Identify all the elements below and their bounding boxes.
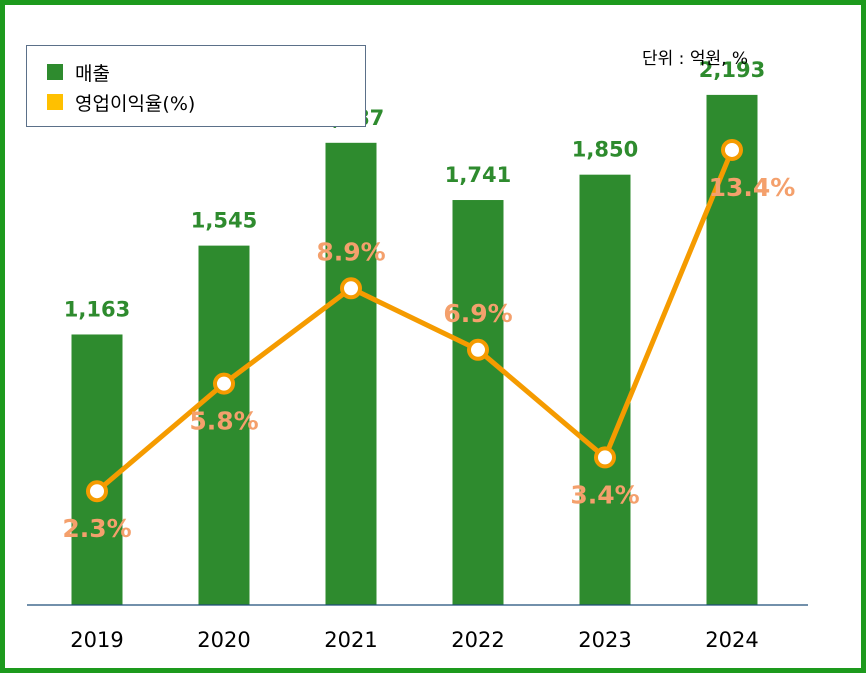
line-value-label-2022: 6.9% xyxy=(443,299,512,328)
line-value-label-2021: 8.9% xyxy=(316,237,385,266)
operating-margin-line xyxy=(95,148,735,494)
bar-value-label-2019: 1,163 xyxy=(64,297,130,321)
x-tick-label-2023: 2023 xyxy=(578,628,631,652)
line-marker-2020 xyxy=(213,372,235,395)
bar-2024 xyxy=(706,94,758,605)
line-marker-2019 xyxy=(86,480,108,503)
bar-2019 xyxy=(71,334,123,605)
bar-2021 xyxy=(325,142,377,605)
bar-2020 xyxy=(198,245,250,605)
legend-label-sales: 매출 xyxy=(75,62,110,85)
x-tick-label-2024: 2024 xyxy=(705,628,758,652)
x-tick-label-2021: 2021 xyxy=(324,628,377,652)
line-marker-2023 xyxy=(594,446,616,469)
bar-value-label-2022: 1,741 xyxy=(445,163,511,187)
x-tick-label-2019: 2019 xyxy=(70,628,123,652)
legend: 매출 영업이익율(%) xyxy=(26,45,366,127)
x-tick-label-2020: 2020 xyxy=(197,628,250,652)
legend-label-operating-margin: 영업이익율(%) xyxy=(75,92,196,115)
legend-item-sales: 매출 xyxy=(47,60,110,85)
bar-value-label-2024: 2,193 xyxy=(699,58,765,82)
line-value-label-2019: 2.3% xyxy=(62,514,131,543)
line-value-label-2024: 13.4% xyxy=(709,173,796,202)
x-tick-label-2022: 2022 xyxy=(451,628,504,652)
bar-value-label-2020: 1,545 xyxy=(191,209,257,233)
bar-2023 xyxy=(579,174,631,605)
line-value-label-2023: 3.4% xyxy=(570,480,639,509)
bar-2022 xyxy=(452,200,504,605)
legend-swatch-operating-margin xyxy=(47,94,63,110)
line-marker-2021 xyxy=(340,277,362,300)
legend-item-operating-margin: 영업이익율(%) xyxy=(47,90,196,115)
unit-label: 단위 : 억원, % xyxy=(642,49,749,69)
legend-swatch-sales xyxy=(47,64,63,80)
line-marker-2022 xyxy=(467,338,489,361)
line-marker-2024 xyxy=(721,138,743,161)
line-value-label-2020: 5.8% xyxy=(189,407,258,436)
bar-value-label-2023: 1,850 xyxy=(572,138,638,162)
